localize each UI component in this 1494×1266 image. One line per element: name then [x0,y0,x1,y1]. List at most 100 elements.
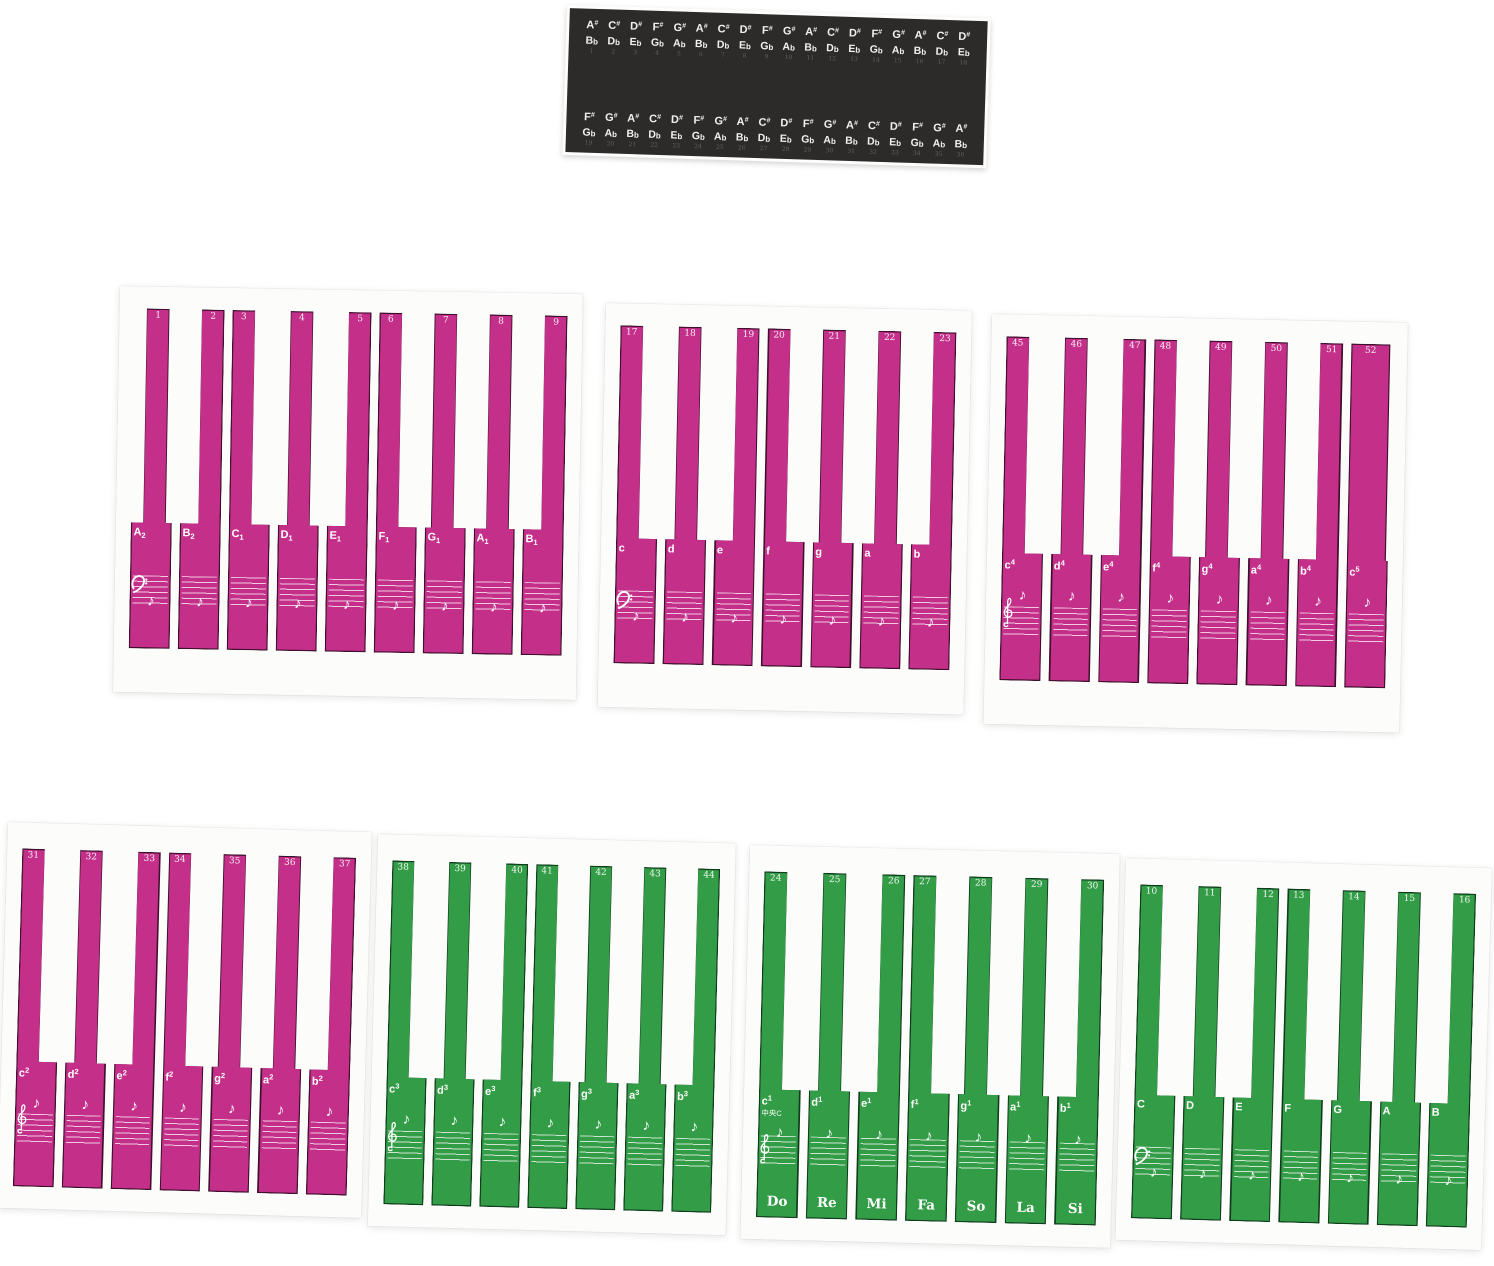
note-name-label: F [1284,1102,1292,1116]
note-name-label: e [716,544,724,557]
sharp-note-label: C# [867,120,880,133]
key-number: 39 [454,864,466,875]
key-number: 9 [553,317,560,328]
note-name-label: G1 [427,531,441,546]
key-front: G ♪ [1327,1100,1372,1225]
key-number: 3 [240,312,247,323]
note-icon: ♪ [147,592,155,610]
treble-clef-icon [760,1134,770,1164]
key-front: D1 ♪ [276,525,319,652]
black-key-number: 5 [676,50,682,58]
note-icon: ♪ [546,1114,555,1132]
key-front: c5 ♪ [1344,560,1388,688]
black-key-number: 31 [847,147,856,156]
key-sticker-18: 18 d ♪ [663,326,711,665]
sharp-note-label: A# [586,19,599,32]
key-front: a1 ♪ La [1004,1095,1049,1224]
key-sticker-13: 13 F ♪ [1278,889,1328,1224]
note-name-label: E1 [329,529,342,544]
key-sticker-5: 5 E1 ♪ [325,312,372,653]
flat-note-label: Db [866,134,880,148]
note-name-label: a [864,547,871,560]
accidental-cell: C# Db 17 [930,30,953,66]
note-icon: ♪ [779,610,788,628]
accidental-cell: F# Gb 4 [646,21,669,58]
key-number: 50 [1270,343,1283,355]
key-front: B ♪ [1426,1103,1471,1228]
flat-note-label: Gb [691,129,705,142]
key-number: 40 [511,865,523,876]
flat-note-label: Db [826,41,839,54]
note-name-label: E [1235,1101,1243,1114]
key-number: 4 [299,313,305,324]
note-name-label: C1 [231,528,244,542]
note-name-label: b1 [1059,1100,1071,1115]
sharp-note-label: G# [933,122,946,135]
note-name-label: g [815,546,823,559]
sticker-sheet-keys-1-9: 1 A2 ♪ 2 B2 ♪ 3 C1 ♪ 4 D1 ♪ 5 E1 ♪ 6 F1 ♪ 7 G1 ♪ 8 A1 ♪ 9 B1 ♪ [112,286,583,701]
key-number: 20 [773,330,785,341]
key-sticker-50: 50 a4 ♪ [1246,341,1294,686]
staff-lines [1200,610,1236,641]
key-sticker-34: 34 f2 ♪ [159,853,209,1192]
black-key-number: 23 [672,142,681,150]
key-front: c ♪ [613,538,657,664]
key-sticker-45: 45 c4 ♪ [999,336,1047,681]
key-sticker-16: 16 B ♪ [1426,893,1476,1228]
note-name-label: g1 [960,1098,972,1113]
key-number: 44 [703,870,715,881]
note-icon: ♪ [1444,1171,1453,1189]
key-front: c4 ♪ [999,553,1043,681]
staff-lines [261,1120,297,1151]
black-keys-sticker-sheet: A# Bb 1 C# Db 2 D# Eb 3 F# Gb 4 G# Ab 5 A# Bb 6 C# Db 7 D# Eb 8… [562,5,991,169]
note-name-label: b3 [676,1088,689,1103]
key-front: b ♪ [908,544,952,670]
note-name-label: d3 [436,1082,449,1097]
key-sticker-7: 7 G1 ♪ [423,313,470,654]
sharp-note-label: C# [608,19,621,33]
sharp-note-label: D# [848,27,861,40]
sharp-note-label: G# [604,111,618,125]
flat-note-label: Db [757,131,771,144]
flat-note-label: Ab [891,43,905,56]
key-front: a2 ♪ [257,1068,301,1194]
key-front: A ♪ [1377,1102,1422,1227]
flat-note-label: Bb [585,34,599,47]
key-front: F1 ♪ [374,527,417,654]
flat-note-label: Db [716,38,730,51]
black-key-number: 27 [759,145,768,153]
black-key-number: 18 [959,59,968,67]
accidental-cell: D# Eb 13 [843,27,866,64]
key-front: a ♪ [859,543,903,669]
flat-note-label: Bb [735,130,749,144]
accidental-cell: G# Ab 5 [668,22,691,58]
note-icon: ♪ [1024,1129,1033,1147]
key-number: 33 [143,853,156,865]
accidental-cell: D# Eb 18 [952,31,975,67]
sharp-note-label: A# [627,112,640,125]
key-number: 49 [1214,342,1227,353]
note-name-label: D [1185,1100,1195,1113]
note-name-label: g3 [580,1086,593,1101]
accidental-cell: F# Gb 14 [865,28,888,64]
key-sticker-29: 29 a1 ♪ La [1004,877,1054,1224]
key-sticker-40: 40 e3 ♪ [479,863,528,1208]
flat-note-label: Bb [694,37,708,50]
accidental-cell: D# Eb 28 [774,117,797,154]
key-number: 34 [173,854,186,865]
key-sticker-39: 39 d3 ♪ [431,862,480,1207]
key-front: e4 ♪ [1098,555,1142,683]
key-front: f4 ♪ [1147,556,1191,684]
note-icon: ♪ [276,1101,285,1119]
key-front: d ♪ [663,539,707,665]
key-sticker-38: 38 c3 ♪ [383,860,432,1205]
key-number: 28 [974,878,987,889]
sticker-sheet-keys-38-44: 38 c3 ♪ 39 d3 ♪ 40 e3 ♪ 41 f3 ♪ 42 g3 ♪ 43 a3 ♪ 44 b3 ♪ [367,834,736,1236]
key-front: g4 ♪ [1196,557,1240,685]
flat-note-label: Gb [582,126,596,139]
key-sticker-35: 35 g2 ♪ [208,854,258,1193]
black-key-number: 2 [611,48,616,56]
key-sticker-36: 36 a2 ♪ [257,855,307,1194]
note-icon: ♪ [196,593,204,611]
black-key-number: 11 [806,54,815,62]
